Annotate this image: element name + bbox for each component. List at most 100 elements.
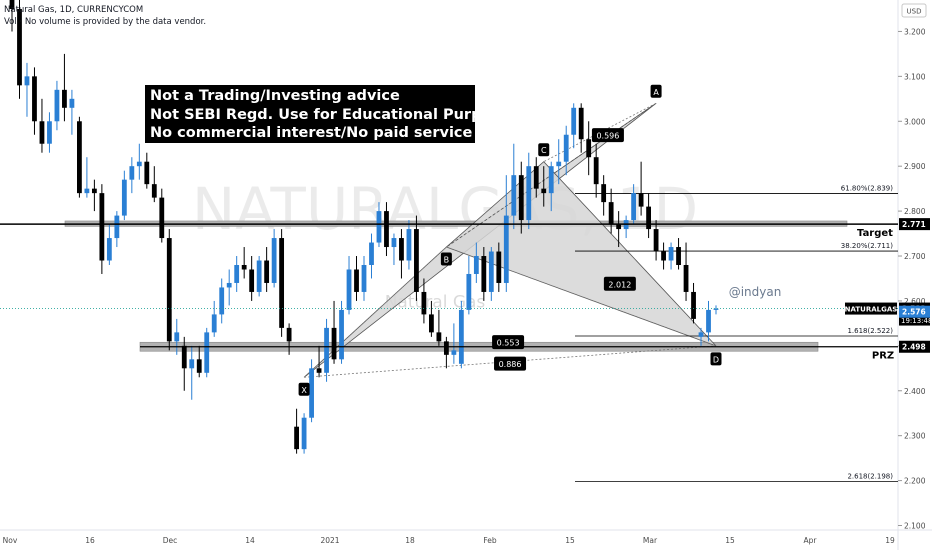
fib-level-label: 38.20%(2.711) (841, 242, 893, 250)
candle-body (279, 238, 285, 328)
candle (106, 224, 112, 265)
candle-body (713, 308, 719, 310)
candle (608, 188, 614, 234)
symbol-tag: NATURALGAS (845, 306, 898, 314)
ratio-box (494, 356, 527, 371)
point-marker-X (298, 382, 310, 396)
y-tick-label: 2.900 (904, 162, 926, 171)
candle-body (144, 161, 150, 185)
candle (196, 345, 202, 378)
candle-body (391, 238, 397, 248)
y-tick-label: 3.100 (904, 72, 926, 81)
candle-body (271, 238, 277, 283)
candle-body (99, 193, 105, 261)
candle (683, 242, 689, 301)
candle (429, 300, 434, 337)
candle (466, 256, 472, 315)
y-tick-label: 3.000 (904, 117, 926, 126)
candle-body (376, 211, 382, 243)
candle-body (683, 265, 689, 292)
candle (144, 152, 150, 189)
disclaimer-line-2: Not SEBI Regd. Use for Educational Purpo… (150, 106, 510, 123)
x-tick-label: 14 (245, 536, 255, 545)
x-tick-label: 15 (565, 536, 575, 545)
candle (556, 139, 562, 185)
candle-body (473, 256, 479, 274)
x-tick-label: 18 (405, 536, 415, 545)
fib-level-label: 2.618(2.198) (847, 472, 893, 480)
candle-body (211, 314, 217, 333)
candle (114, 211, 120, 248)
candle (638, 161, 644, 216)
point-label-C: C (541, 146, 547, 155)
candle-body (331, 327, 337, 360)
candle (301, 413, 307, 454)
candle-body (151, 184, 157, 198)
ratio-box (591, 128, 624, 143)
candle-body (384, 211, 389, 248)
candle-body (443, 341, 449, 355)
candle-body (511, 175, 517, 216)
candle (496, 242, 502, 292)
x-tick-label: 19 (885, 536, 895, 545)
candle-body (196, 359, 202, 373)
candle-body (436, 332, 442, 342)
candle (136, 143, 142, 180)
disclaimer-line-3: No commercial interest/No paid service (150, 125, 473, 141)
candle (286, 323, 292, 355)
candle-body (458, 309, 464, 364)
candle (249, 256, 255, 301)
candle-body (414, 229, 419, 292)
countdown-label: 19:13:48 (901, 317, 932, 325)
candle (47, 112, 52, 153)
candle-body (256, 260, 262, 292)
fib-level-label: 61.80%(2.839) (841, 185, 893, 193)
candle-body (309, 368, 314, 418)
candle-body (578, 107, 584, 140)
candle-body (114, 215, 120, 239)
candle-body (159, 197, 165, 239)
y-tick-label: 2.600 (904, 297, 926, 306)
chart-header: Natural Gas, 1D, CURRENCYCOM Vol · No vo… (4, 4, 206, 28)
candle (653, 220, 659, 261)
candle-body (47, 121, 52, 144)
candle (361, 256, 367, 301)
y-tick-label: 3.200 (904, 27, 926, 36)
candle (339, 300, 344, 364)
candle-body (646, 206, 651, 230)
ratio-box (603, 276, 636, 291)
candle (443, 336, 449, 369)
candle (706, 300, 711, 342)
candle-body (121, 179, 127, 216)
candle (458, 300, 464, 369)
candle (414, 215, 419, 301)
current-price-label-bg (899, 305, 930, 318)
candle (518, 161, 524, 234)
candle (698, 327, 704, 346)
ac-dotted (543, 102, 657, 163)
candle-body (503, 215, 509, 283)
candle-body (17, 8, 22, 86)
candle-body (668, 247, 674, 261)
candle (511, 143, 517, 230)
candle (99, 184, 105, 274)
candle-body (234, 265, 240, 283)
candle (631, 184, 637, 225)
candle (226, 269, 232, 306)
candle (406, 220, 412, 270)
current-price-label: 2.576 (902, 308, 926, 317)
candle (256, 256, 262, 297)
candle-body (204, 332, 210, 373)
point-marker-A (650, 84, 662, 98)
candle-body (189, 359, 195, 369)
ratio-box (492, 335, 525, 350)
candle (316, 345, 322, 378)
candle-body (653, 229, 659, 252)
candle (646, 193, 651, 239)
disclaimer-box: Not a Trading/Investing advice Not SEBI … (145, 85, 510, 143)
candle (294, 408, 299, 454)
candle-body (174, 332, 180, 342)
candle (241, 247, 247, 279)
candle (121, 170, 127, 221)
